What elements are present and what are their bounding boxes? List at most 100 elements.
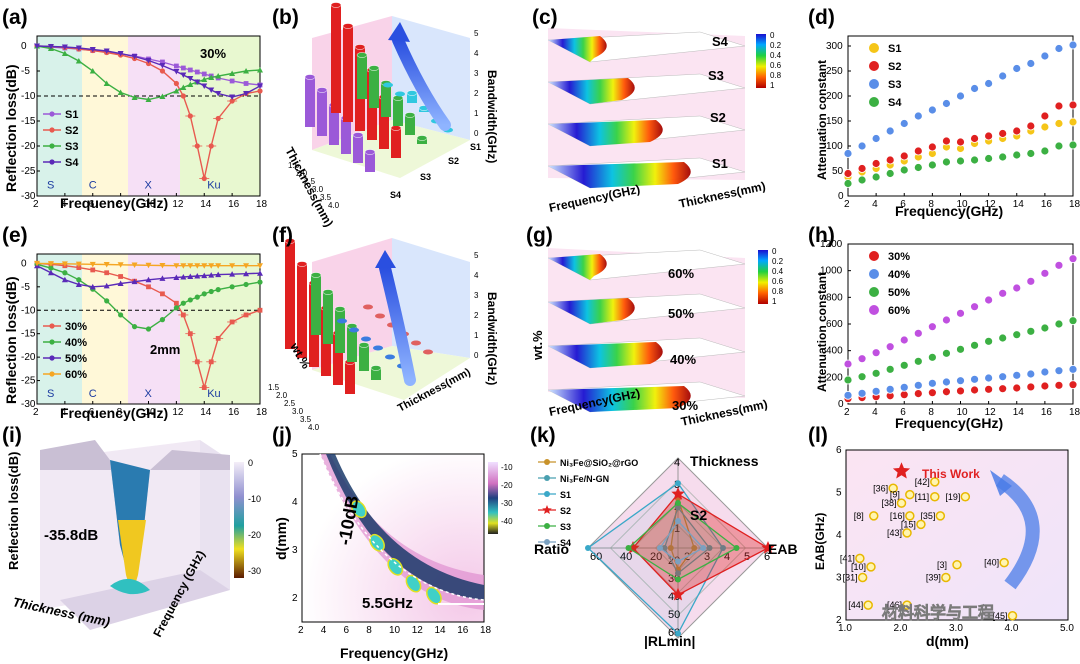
data-point	[942, 348, 951, 358]
data-point	[257, 263, 263, 269]
data-point	[857, 141, 867, 151]
data-point	[1012, 64, 1022, 73]
data-point	[201, 76, 208, 82]
zlabel-b: Bandwidth(GHz)	[485, 70, 499, 163]
bar	[359, 345, 369, 371]
legend-marker	[49, 355, 55, 361]
radar-point	[585, 545, 591, 551]
xtick-label: 10	[957, 199, 969, 210]
radar-point	[675, 576, 681, 583]
bar-top	[354, 44, 366, 50]
bar	[341, 118, 351, 154]
bar-base	[349, 327, 359, 333]
layer-heat	[548, 386, 691, 412]
legend-marker	[544, 475, 550, 481]
legend-marker	[869, 269, 879, 279]
data-point	[871, 172, 881, 182]
data-point	[103, 48, 110, 54]
annotation-30pct: 30%	[200, 46, 226, 61]
annotation-s2: S2	[690, 507, 707, 523]
layer-heat	[548, 162, 691, 188]
bar-base	[385, 354, 395, 360]
literature-ref: [42]	[915, 477, 930, 487]
ytick-label: 1000	[820, 266, 843, 277]
data-point	[984, 79, 994, 88]
data-point	[215, 287, 221, 293]
literature-ref: [11]	[915, 492, 929, 502]
bar-top	[370, 365, 382, 371]
literature-ref: [36]	[873, 483, 888, 493]
bar	[311, 275, 321, 335]
legend-marker	[544, 459, 550, 465]
xtick-label: 14	[435, 625, 447, 636]
data-point	[201, 385, 207, 390]
data-point	[117, 51, 124, 57]
radar-tick: 50	[668, 609, 680, 621]
data-point	[187, 81, 194, 87]
data-point	[180, 312, 186, 318]
colorbar-tick: -40	[501, 517, 513, 526]
xtick-label: 10	[145, 199, 157, 210]
ytick-label: -15	[21, 116, 36, 127]
ytick-label: -25	[21, 166, 36, 177]
ztick-label: 0	[474, 129, 479, 138]
legend-label: Ni₃Fe@SiO₂@rGO	[560, 458, 638, 468]
data-point	[194, 143, 200, 149]
data-point	[1068, 254, 1078, 264]
xtick-label: 6	[900, 407, 906, 418]
panel-i: 0 -10 -20 -30 (i) -35.8dB Reflection loss(d…	[2, 424, 261, 639]
data-point	[1068, 100, 1078, 110]
panel-label-c: (c)	[532, 6, 558, 29]
legend-label: S4	[65, 157, 79, 169]
bar	[417, 138, 427, 144]
data-point	[885, 169, 895, 178]
thickness-tick: 2.5	[284, 399, 296, 408]
bar	[285, 241, 295, 349]
colorbar-tick: 0.6	[770, 61, 782, 70]
panel-a: 2 4 6 8 10 12 14 16 18 0 -5 -10 -15 -20 -25 -30 S C X Ku S1 S…	[2, 6, 268, 211]
ytick-label: 0	[838, 399, 844, 410]
bar-base	[363, 304, 373, 310]
annotation-2mm: 2mm	[150, 342, 180, 357]
data-point	[194, 273, 201, 279]
data-point	[1054, 380, 1064, 390]
data-point	[215, 73, 222, 79]
band-ku-e	[180, 254, 260, 404]
radar-axis-thickness: Thickness	[690, 453, 759, 469]
legend-marker	[869, 61, 879, 71]
legend-marker	[49, 371, 55, 377]
data-point	[229, 98, 235, 104]
data-point	[927, 378, 937, 388]
xtick-label: 6	[344, 625, 350, 636]
colorbar-tick: 0.4	[772, 267, 784, 276]
data-point	[843, 149, 853, 158]
cat-b-0: S4	[390, 190, 401, 200]
bar-base	[395, 91, 405, 97]
legend-marker	[49, 159, 55, 165]
data-point	[1040, 367, 1050, 377]
legend-marker	[49, 127, 55, 133]
data-point	[146, 284, 151, 290]
ztick-label: 4	[474, 49, 479, 58]
trend-arrow-head-f	[375, 250, 396, 268]
data-point	[913, 163, 923, 172]
ytick-label: 300	[826, 41, 843, 52]
colorbar-tick: 1	[770, 81, 775, 90]
cat-b-3: S1	[470, 142, 481, 152]
radar-point	[700, 545, 707, 551]
colorbar-tick: 0	[770, 31, 775, 40]
data-point	[103, 262, 110, 268]
plot-l-area: 1.0 2.0 3.0 4.0 5.0 2 3 4 5 6 [36][9] [42] [38] [11] […	[836, 445, 1074, 634]
bar	[371, 368, 381, 380]
xtick-label: 1.0	[838, 623, 852, 634]
radar-tick: 6	[764, 551, 770, 563]
radar-point	[675, 630, 681, 637]
radar-axis-ratio: Ratio	[534, 541, 569, 557]
rl-minimum-oval	[350, 500, 367, 519]
data-point	[243, 91, 250, 97]
layer-label-s3: S3	[708, 68, 724, 83]
data-point	[145, 58, 152, 64]
data-point	[942, 315, 951, 325]
data-point	[159, 262, 166, 269]
bar-base	[337, 318, 347, 324]
